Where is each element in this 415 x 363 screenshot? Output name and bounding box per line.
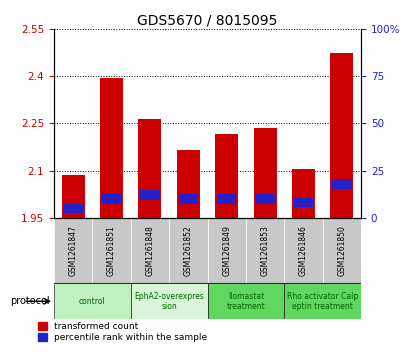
Bar <box>246 218 284 283</box>
Bar <box>292 169 315 218</box>
Bar <box>131 218 169 283</box>
Text: control: control <box>79 297 106 306</box>
Bar <box>93 218 131 283</box>
Bar <box>208 218 246 283</box>
Bar <box>169 218 208 283</box>
Bar <box>63 204 83 213</box>
Bar <box>208 283 284 319</box>
Text: GSM1261853: GSM1261853 <box>261 225 270 276</box>
Bar <box>178 194 198 204</box>
Bar <box>62 175 85 218</box>
Text: GSM1261852: GSM1261852 <box>184 225 193 276</box>
Bar <box>332 179 352 188</box>
Text: protocol: protocol <box>10 296 50 306</box>
Bar <box>100 78 123 218</box>
Bar <box>330 53 354 218</box>
Text: EphA2-overexpres
sion: EphA2-overexpres sion <box>134 291 204 311</box>
Text: GSM1261849: GSM1261849 <box>222 225 231 276</box>
Bar <box>131 283 208 319</box>
Bar <box>217 194 237 204</box>
Bar <box>54 218 92 283</box>
Bar <box>54 283 131 319</box>
Title: GDS5670 / 8015095: GDS5670 / 8015095 <box>137 14 278 28</box>
Bar <box>255 194 275 204</box>
Text: Rho activator Calp
eptin treatment: Rho activator Calp eptin treatment <box>287 291 358 311</box>
Bar <box>284 218 323 283</box>
Bar <box>323 218 361 283</box>
Bar <box>294 198 313 207</box>
Bar <box>254 128 276 218</box>
Bar <box>102 194 121 204</box>
Text: GSM1261851: GSM1261851 <box>107 225 116 276</box>
Text: GSM1261847: GSM1261847 <box>68 225 78 276</box>
Text: GSM1261846: GSM1261846 <box>299 225 308 276</box>
Text: GSM1261848: GSM1261848 <box>145 225 154 276</box>
Text: GSM1261850: GSM1261850 <box>337 225 347 276</box>
Legend: transformed count, percentile rank within the sample: transformed count, percentile rank withi… <box>38 322 207 342</box>
Bar <box>140 191 160 200</box>
Bar <box>139 119 161 218</box>
Text: Ilomastat
treatment: Ilomastat treatment <box>227 291 265 311</box>
Bar <box>177 150 200 218</box>
Bar <box>284 283 361 319</box>
Bar <box>215 134 238 218</box>
